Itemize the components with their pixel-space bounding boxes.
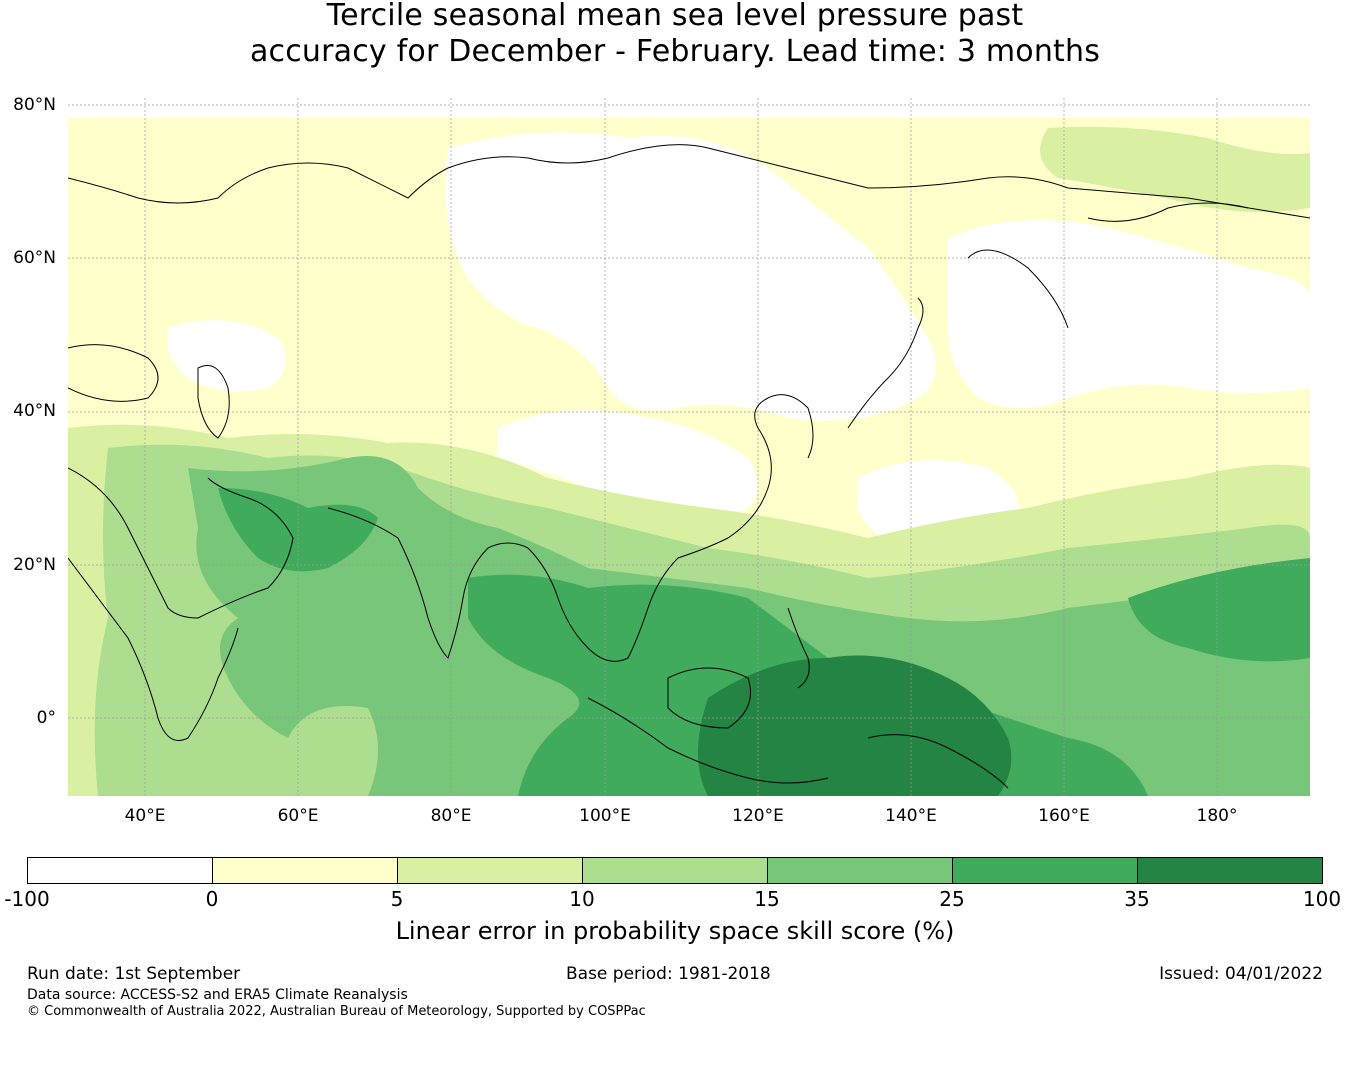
field-35-100-maritime xyxy=(698,655,1012,796)
lon-label-40e: 40°E xyxy=(124,806,166,826)
colorbar-tick: 0 xyxy=(205,887,219,911)
colorbar-bin-5-10 xyxy=(398,858,583,883)
lat-label-40n: 40°N xyxy=(13,401,56,421)
colorbar-bin-10-15 xyxy=(583,858,768,883)
base-period: Base period: 1981-2018 xyxy=(566,964,771,984)
field-5-10-north-patch xyxy=(1040,126,1310,212)
colorbar-tick: 5 xyxy=(390,887,404,911)
lon-label-140e: 140°E xyxy=(885,806,937,826)
lon-label-60e: 60°E xyxy=(277,806,319,826)
map-title-line-1: Tercile seasonal mean sea level pressure… xyxy=(326,0,1024,33)
field-25-35-pacific xyxy=(1128,558,1310,662)
field-negative-caspian xyxy=(167,320,286,392)
colorbar-tick: 35 xyxy=(1124,887,1150,911)
lat-label-60n: 60°N xyxy=(13,248,56,268)
skill-score-map xyxy=(68,98,1310,796)
colorbar xyxy=(27,857,1323,884)
lat-label-equator: 0° xyxy=(36,708,56,728)
lon-label-100e: 100°E xyxy=(579,806,631,826)
lon-label-120e: 120°E xyxy=(732,806,784,826)
field-25-35-arabia xyxy=(218,488,378,572)
copyright: © Commonwealth of Australia 2022, Austra… xyxy=(27,1004,646,1019)
field-negative-pacific xyxy=(948,220,1310,408)
skill-field xyxy=(68,118,1310,796)
field-negative-china xyxy=(498,410,758,522)
colorbar-bin-0-5 xyxy=(213,858,398,883)
data-source: Data source: ACCESS-S2 and ERA5 Climate … xyxy=(27,987,408,1003)
lon-label-180: 180° xyxy=(1196,806,1238,826)
colorbar-tick: 25 xyxy=(939,887,965,911)
colorbar-tick: -100 xyxy=(4,887,50,911)
coastlines xyxy=(68,144,1310,789)
gridlines xyxy=(68,98,1310,796)
colorbar-tick: 15 xyxy=(754,887,780,911)
colorbar-label: Linear error in probability space skill … xyxy=(395,917,955,945)
lat-label-80n: 80°N xyxy=(13,95,56,115)
colorbar-bin-35-100 xyxy=(1138,858,1322,883)
colorbar-tick: 100 xyxy=(1302,887,1342,911)
colorbar-bin-neg100-0 xyxy=(28,858,213,883)
lon-label-80e: 80°E xyxy=(430,806,472,826)
lat-label-20n: 20°N xyxy=(13,555,56,575)
run-date: Run date: 1st September xyxy=(27,964,241,984)
lon-label-160e: 160°E xyxy=(1038,806,1090,826)
colorbar-bin-25-35 xyxy=(953,858,1138,883)
field-negative-siberia xyxy=(445,132,936,421)
map-canvas xyxy=(68,98,1310,796)
colorbar-tick: 10 xyxy=(569,887,595,911)
issued-date: Issued: 04/01/2022 xyxy=(1159,964,1323,984)
colorbar-bin-15-25 xyxy=(768,858,953,883)
map-title-line-2: accuracy for December - February. Lead t… xyxy=(249,34,1101,69)
